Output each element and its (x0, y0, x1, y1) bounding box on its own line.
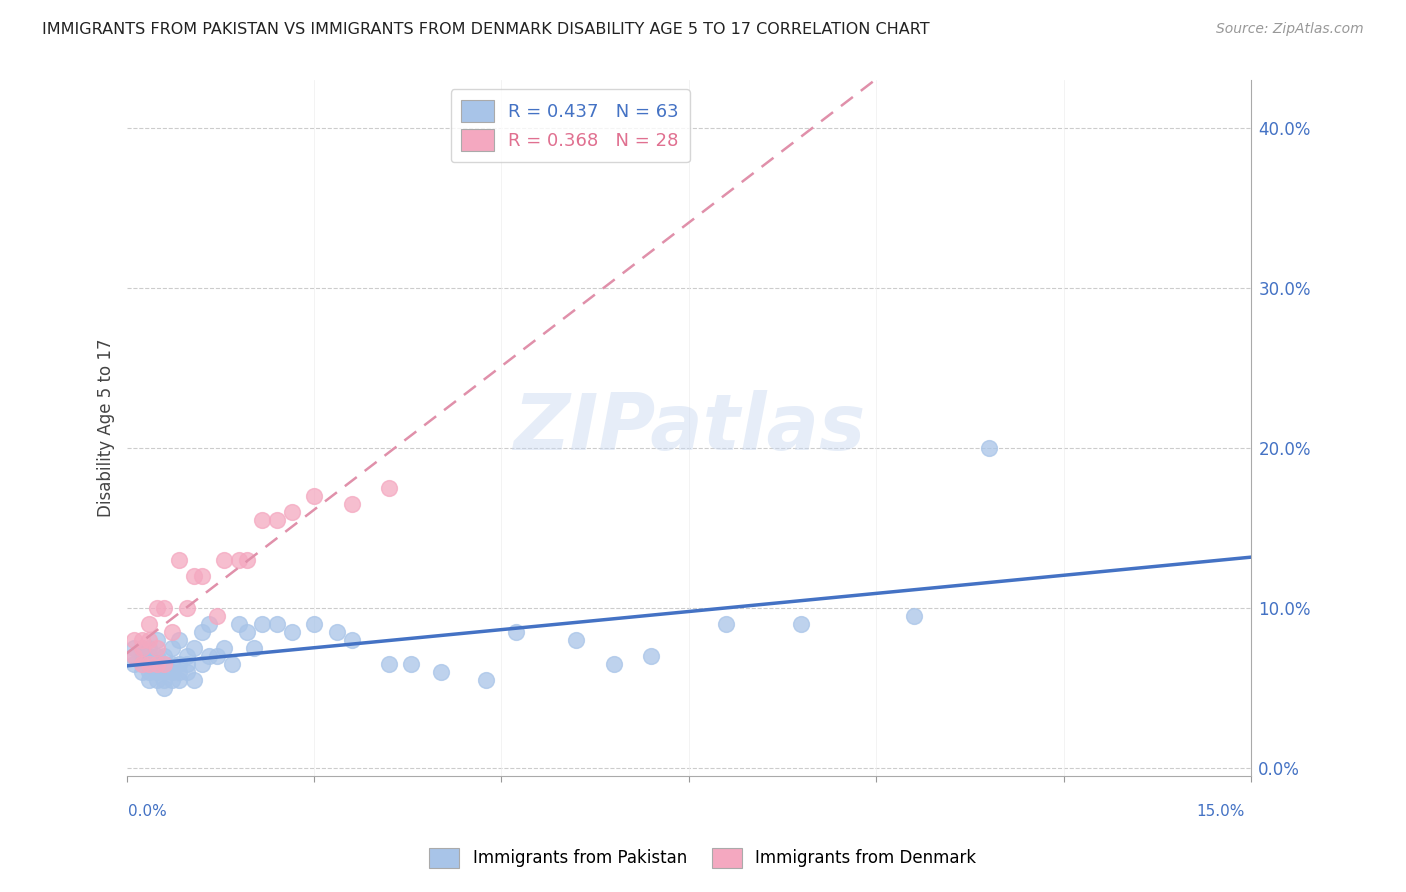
Point (122, 649, 145, 664)
Point (212, 553, 235, 567)
Point (145, 633, 167, 648)
Point (205, 649, 228, 664)
Point (160, 641, 183, 656)
Point (131, 657, 153, 671)
Y-axis label: Disability Age 5 to 17: Disability Age 5 to 17 (97, 339, 115, 517)
Point (302, 617, 325, 632)
Point (198, 617, 221, 632)
Point (145, 657, 167, 671)
Point (190, 657, 212, 671)
Point (243, 641, 266, 656)
Point (266, 617, 288, 632)
Point (167, 665, 190, 679)
Point (138, 673, 160, 687)
Point (131, 633, 153, 648)
Point (378, 481, 401, 495)
Point (235, 625, 257, 640)
Point (176, 601, 198, 615)
Point (138, 633, 160, 648)
Point (183, 569, 205, 583)
Text: Source: ZipAtlas.com: Source: ZipAtlas.com (1216, 22, 1364, 37)
Text: IMMIGRANTS FROM PAKISTAN VS IMMIGRANTS FROM DENMARK DISABILITY AGE 5 TO 17 CORRE: IMMIGRANTS FROM PAKISTAN VS IMMIGRANTS F… (42, 22, 929, 37)
Point (302, 489, 325, 503)
Point (167, 633, 190, 648)
Point (176, 657, 198, 671)
Point (160, 665, 183, 679)
Point (190, 625, 212, 640)
Point (122, 633, 145, 648)
Text: 0.0%: 0.0% (128, 805, 167, 819)
Point (153, 657, 176, 671)
Point (183, 673, 205, 687)
Point (138, 649, 160, 664)
Point (131, 657, 153, 671)
Point (167, 673, 190, 687)
Point (340, 497, 363, 511)
Point (640, 649, 662, 664)
Point (378, 657, 401, 671)
Point (131, 641, 153, 656)
Point (145, 665, 167, 679)
Point (153, 673, 176, 687)
Point (235, 553, 257, 567)
Point (250, 513, 273, 527)
Text: ZIPatlas: ZIPatlas (513, 390, 865, 467)
Point (603, 657, 626, 671)
Point (131, 641, 153, 656)
Point (160, 625, 183, 640)
Point (167, 657, 190, 671)
Point (205, 609, 228, 624)
Legend: Immigrants from Pakistan, Immigrants from Denmark: Immigrants from Pakistan, Immigrants fro… (423, 841, 983, 875)
Point (190, 569, 212, 583)
Point (145, 641, 167, 656)
Point (153, 649, 176, 664)
Point (903, 609, 925, 624)
Point (505, 625, 527, 640)
Point (790, 617, 813, 632)
Point (340, 633, 363, 648)
Point (138, 641, 160, 656)
Point (160, 657, 183, 671)
Point (250, 617, 273, 632)
Point (716, 617, 738, 632)
Point (280, 505, 302, 519)
Point (122, 649, 145, 664)
Point (221, 657, 243, 671)
Point (475, 673, 498, 687)
Point (138, 617, 160, 632)
Point (138, 665, 160, 679)
Point (183, 641, 205, 656)
Point (131, 665, 153, 679)
Point (138, 657, 160, 671)
Point (160, 673, 183, 687)
Point (153, 681, 176, 695)
Text: 15.0%: 15.0% (1197, 805, 1244, 819)
Point (138, 657, 160, 671)
Point (198, 649, 221, 664)
Point (430, 665, 453, 679)
Point (145, 657, 167, 671)
Point (122, 641, 145, 656)
Point (145, 601, 167, 615)
Point (122, 657, 145, 671)
Point (176, 649, 198, 664)
Point (153, 657, 176, 671)
Point (153, 665, 176, 679)
Point (176, 665, 198, 679)
Point (131, 649, 153, 664)
Point (401, 657, 423, 671)
Point (228, 553, 250, 567)
Point (228, 617, 250, 632)
Point (145, 673, 167, 687)
Point (325, 625, 347, 640)
Legend: R = 0.437   N = 63, R = 0.368   N = 28: R = 0.437 N = 63, R = 0.368 N = 28 (450, 89, 690, 162)
Point (977, 441, 1000, 455)
Point (565, 633, 588, 648)
Point (153, 601, 176, 615)
Point (145, 649, 167, 664)
Point (212, 641, 235, 656)
Point (167, 553, 190, 567)
Point (266, 513, 288, 527)
Point (280, 625, 302, 640)
